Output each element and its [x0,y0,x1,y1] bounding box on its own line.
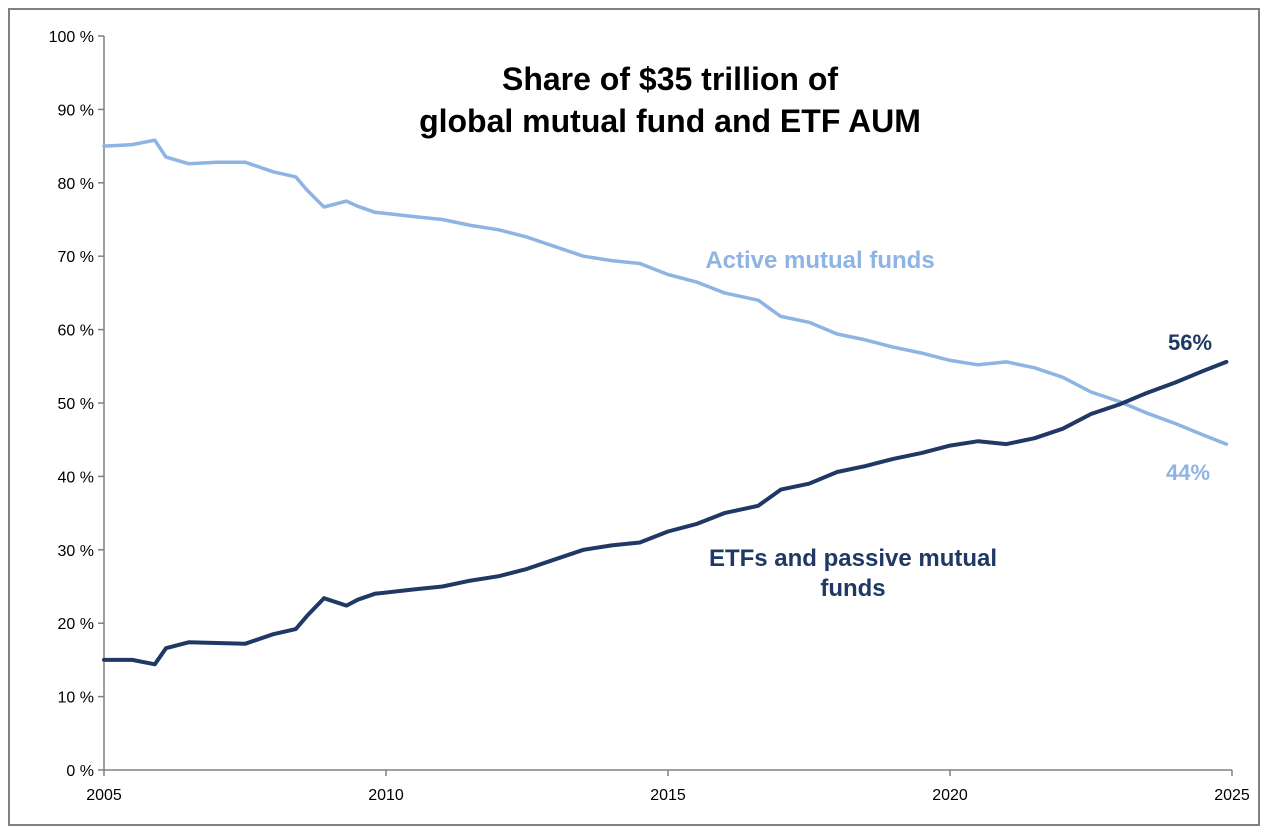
etfs-passive-line [102,359,1229,667]
x-tick-label: 2015 [650,787,686,804]
y-tick-label: 100 % [49,29,94,46]
chart-frame: 0 % 10 % 20 % 30 % 40 % 50 % 60 % 70 % 80 % 90 % 1… [8,8,1260,826]
y-tick-label: 30 % [58,543,94,560]
x-tick-label: 2020 [932,787,968,804]
passive-series-label: ETFs and passive mutual funds [709,545,997,602]
y-tick-label: 70 % [58,249,94,266]
passive-series-label-line: ETFs and passive mutual [709,545,997,572]
passive-end-label: 56% [1168,330,1212,355]
x-tick-label: 2010 [368,787,404,804]
active-series-label: Active mutual funds [705,247,934,274]
series-layer [102,138,1229,667]
chart-title-line-2: global mutual fund and ETF AUM [419,103,921,139]
passive-series-label-line: funds [820,575,885,602]
y-tick-label: 0 % [66,763,94,780]
y-tick-label: 20 % [58,616,94,633]
y-tick-label: 90 % [58,102,94,119]
chart-title-line-1: Share of $35 trillion of [502,61,838,97]
x-tick-label: 2005 [86,787,122,804]
axes: 0 % 10 % 20 % 30 % 40 % 50 % 60 % 70 % 80 % 90 % 1… [49,29,1250,804]
y-tick-label: 40 % [58,469,94,486]
y-tick-label: 50 % [58,396,94,413]
y-tick-label: 60 % [58,323,94,340]
line-chart: 0 % 10 % 20 % 30 % 40 % 50 % 60 % 70 % 80 % 90 % 1… [49,29,1250,804]
x-tick-label: 2025 [1214,787,1250,804]
active-end-label: 44% [1166,460,1210,485]
active-mutual-funds-line [102,138,1229,446]
y-tick-label: 10 % [58,690,94,707]
y-tick-label: 80 % [58,176,94,193]
